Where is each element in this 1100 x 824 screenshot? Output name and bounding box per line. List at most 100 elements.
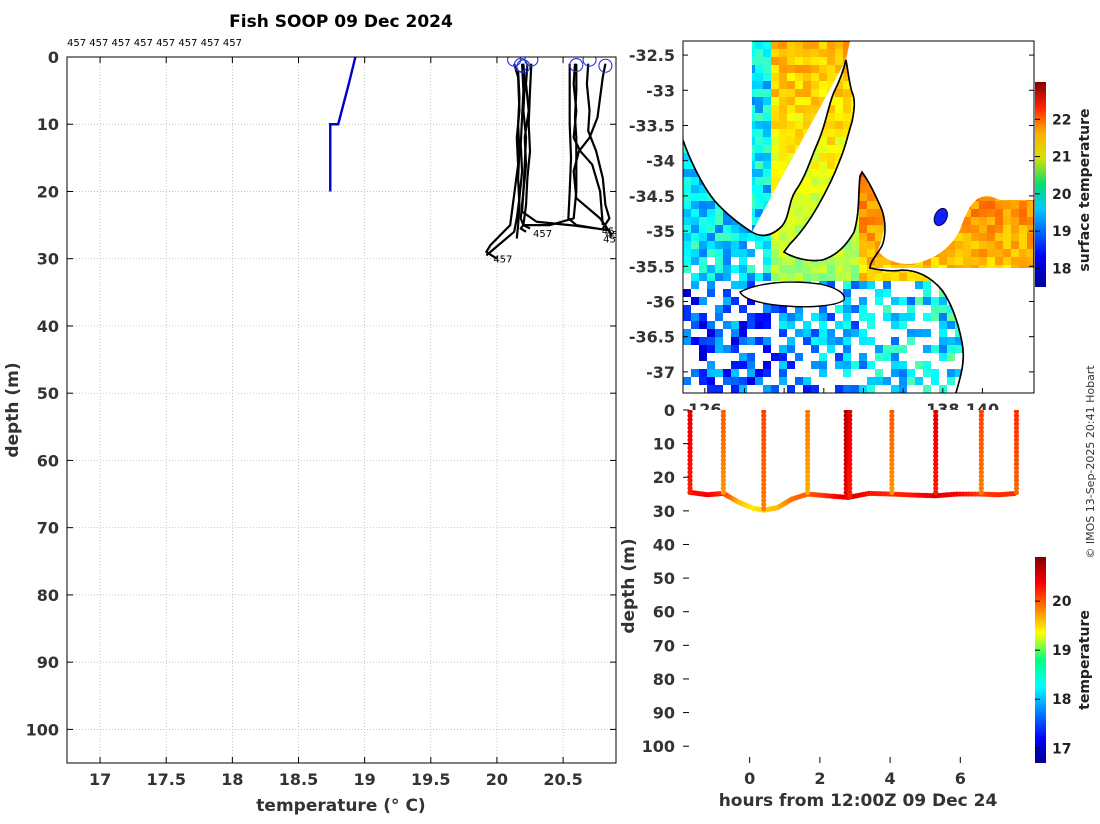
- sst-cell: [779, 73, 787, 81]
- cast-point: [978, 429, 984, 435]
- sst-map-content: [683, 41, 1034, 393]
- cast-point: [847, 461, 853, 467]
- vessel-position-marker: [933, 207, 948, 227]
- lat-tick-label: -36: [646, 292, 675, 311]
- cast-point: [978, 477, 984, 483]
- profile-start-marker: [524, 57, 539, 67]
- profile-line: [519, 63, 533, 233]
- sst-cell: [747, 337, 755, 345]
- sst-cell: [763, 257, 771, 265]
- sst-cell: [947, 345, 955, 353]
- cast-point: [978, 445, 984, 451]
- sst-cell: [795, 49, 803, 57]
- sst-cell: [779, 361, 787, 369]
- sst-cell: [763, 321, 771, 329]
- time-tick-label: 2: [814, 769, 825, 788]
- sst-cell: [771, 273, 779, 281]
- sst-cell: [827, 161, 835, 169]
- sst-colorbar: [1035, 82, 1046, 287]
- cast-point: [847, 481, 853, 487]
- cast-point: [761, 481, 767, 487]
- sst-cell: [859, 217, 867, 225]
- sst-cell: [859, 257, 867, 265]
- sst-cell: [859, 329, 867, 337]
- profile-line: [572, 63, 613, 236]
- sst-cell: [739, 361, 747, 369]
- sst-cell: [811, 97, 819, 105]
- cast-point: [687, 465, 693, 471]
- sst-cell: [899, 345, 907, 353]
- sst-cell: [827, 153, 835, 161]
- sst-cell: [707, 329, 715, 337]
- x-tick-label: 18.5: [279, 770, 318, 789]
- sst-cell: [987, 193, 995, 201]
- cast-point: [805, 410, 811, 415]
- cast-point: [889, 413, 895, 419]
- cast-point: [978, 485, 984, 491]
- sst-cell: [955, 241, 963, 249]
- sst-cell: [787, 153, 795, 161]
- sst-cell: [859, 241, 867, 249]
- sst-cell: [971, 241, 979, 249]
- sst-cell: [827, 81, 835, 89]
- sst-cell: [947, 321, 955, 329]
- cast-point: [687, 449, 693, 455]
- sst-cell: [803, 113, 811, 121]
- sst-cell: [763, 265, 771, 273]
- cast-point: [978, 481, 984, 487]
- sst-cell: [947, 377, 955, 385]
- cast-point: [889, 465, 895, 471]
- cast-point: [761, 457, 767, 463]
- cast-point: [847, 425, 853, 431]
- sst-cell: [1003, 225, 1011, 233]
- sst-cell: [843, 113, 851, 121]
- sst-cell: [811, 201, 819, 209]
- sst-cell: [811, 89, 819, 97]
- sst-cell: [779, 321, 787, 329]
- sst-cell: [755, 161, 763, 169]
- sst-cell: [699, 337, 707, 345]
- sst-cell: [787, 257, 795, 265]
- lat-tick-label: -34.5: [629, 187, 675, 206]
- sst-cell: [779, 121, 787, 129]
- sst-cell: [851, 321, 859, 329]
- sst-cell: [707, 289, 715, 297]
- sst-cell: [787, 97, 795, 105]
- sst-cell: [755, 209, 763, 217]
- temperature-colorbar-tick-label: 17: [1052, 741, 1071, 757]
- sst-cell: [779, 65, 787, 73]
- sst-cell: [867, 193, 875, 201]
- cast-point: [720, 425, 726, 431]
- sst-cell: [875, 377, 883, 385]
- time-tick-label: 4: [885, 769, 896, 788]
- sst-cell: [915, 361, 923, 369]
- depth-tick-label: 90: [653, 704, 675, 723]
- sst-cell: [747, 281, 755, 289]
- sst-cell: [843, 105, 851, 113]
- cast-point: [761, 410, 767, 415]
- sst-cell: [763, 337, 771, 345]
- sst-cell: [779, 41, 787, 49]
- sst-cell: [923, 361, 931, 369]
- sst-cell: [683, 185, 691, 193]
- sst-cell: [723, 225, 731, 233]
- sst-cell: [811, 177, 819, 185]
- sst-cell: [827, 137, 835, 145]
- sst-cell: [787, 65, 795, 73]
- sst-cell: [971, 249, 979, 257]
- sst-cell: [795, 185, 803, 193]
- sst-cell: [827, 121, 835, 129]
- sst-cell: [963, 233, 971, 241]
- sst-cell: [795, 193, 803, 201]
- cast-point: [933, 465, 939, 471]
- sst-cell: [763, 369, 771, 377]
- cast-point: [889, 425, 895, 431]
- cast-point: [687, 453, 693, 459]
- cast-point: [720, 421, 726, 427]
- cast-point: [847, 465, 853, 471]
- cast-point: [933, 425, 939, 431]
- sst-cell: [795, 201, 803, 209]
- sst-cell: [739, 273, 747, 281]
- sst-cell: [843, 249, 851, 257]
